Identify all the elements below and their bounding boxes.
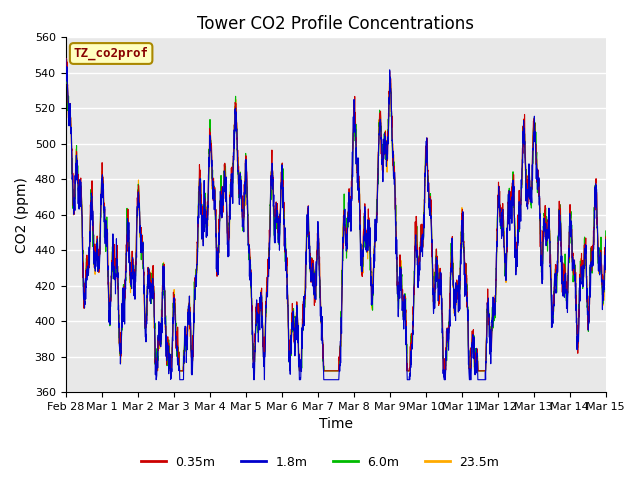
23.5m xyxy=(602,233,609,239)
Line: 23.5m: 23.5m xyxy=(65,60,605,371)
1.8m xyxy=(602,237,609,242)
0.35m xyxy=(529,136,537,142)
23.5m xyxy=(595,257,602,263)
0.35m xyxy=(116,339,124,345)
0.35m xyxy=(61,72,69,77)
6.0m xyxy=(61,72,69,78)
6.0m xyxy=(499,213,506,219)
23.5m xyxy=(61,83,69,88)
1.8m xyxy=(595,268,602,274)
Line: 0.35m: 0.35m xyxy=(65,59,605,371)
6.0m xyxy=(152,368,160,374)
0.35m xyxy=(369,287,376,293)
1.8m xyxy=(233,128,241,134)
23.5m xyxy=(369,307,376,312)
1.8m xyxy=(369,301,376,307)
Y-axis label: CO2 (ppm): CO2 (ppm) xyxy=(15,177,29,252)
23.5m xyxy=(116,353,124,359)
1.8m xyxy=(116,348,124,354)
6.0m xyxy=(602,228,609,234)
6.0m xyxy=(233,121,241,127)
1.8m xyxy=(499,217,506,223)
Title: Tower CO2 Profile Concentrations: Tower CO2 Profile Concentrations xyxy=(197,15,474,33)
Text: TZ_co2prof: TZ_co2prof xyxy=(74,47,148,60)
Line: 6.0m: 6.0m xyxy=(65,59,605,371)
23.5m xyxy=(499,220,506,226)
23.5m xyxy=(233,117,241,123)
0.35m xyxy=(602,234,609,240)
23.5m xyxy=(63,57,70,62)
0.35m xyxy=(62,56,70,61)
Line: 1.8m: 1.8m xyxy=(65,59,605,380)
6.0m xyxy=(369,291,376,297)
Legend: 0.35m, 1.8m, 6.0m, 23.5m: 0.35m, 1.8m, 6.0m, 23.5m xyxy=(136,451,504,474)
6.0m xyxy=(63,56,70,62)
1.8m xyxy=(61,63,69,69)
6.0m xyxy=(529,143,537,148)
1.8m xyxy=(62,56,70,61)
23.5m xyxy=(152,368,159,374)
0.35m xyxy=(153,368,161,374)
6.0m xyxy=(595,252,602,258)
0.35m xyxy=(233,120,241,125)
1.8m xyxy=(152,377,160,383)
6.0m xyxy=(116,347,124,352)
1.8m xyxy=(529,145,537,151)
0.35m xyxy=(595,257,602,263)
0.35m xyxy=(499,222,506,228)
23.5m xyxy=(529,149,537,155)
X-axis label: Time: Time xyxy=(319,418,353,432)
